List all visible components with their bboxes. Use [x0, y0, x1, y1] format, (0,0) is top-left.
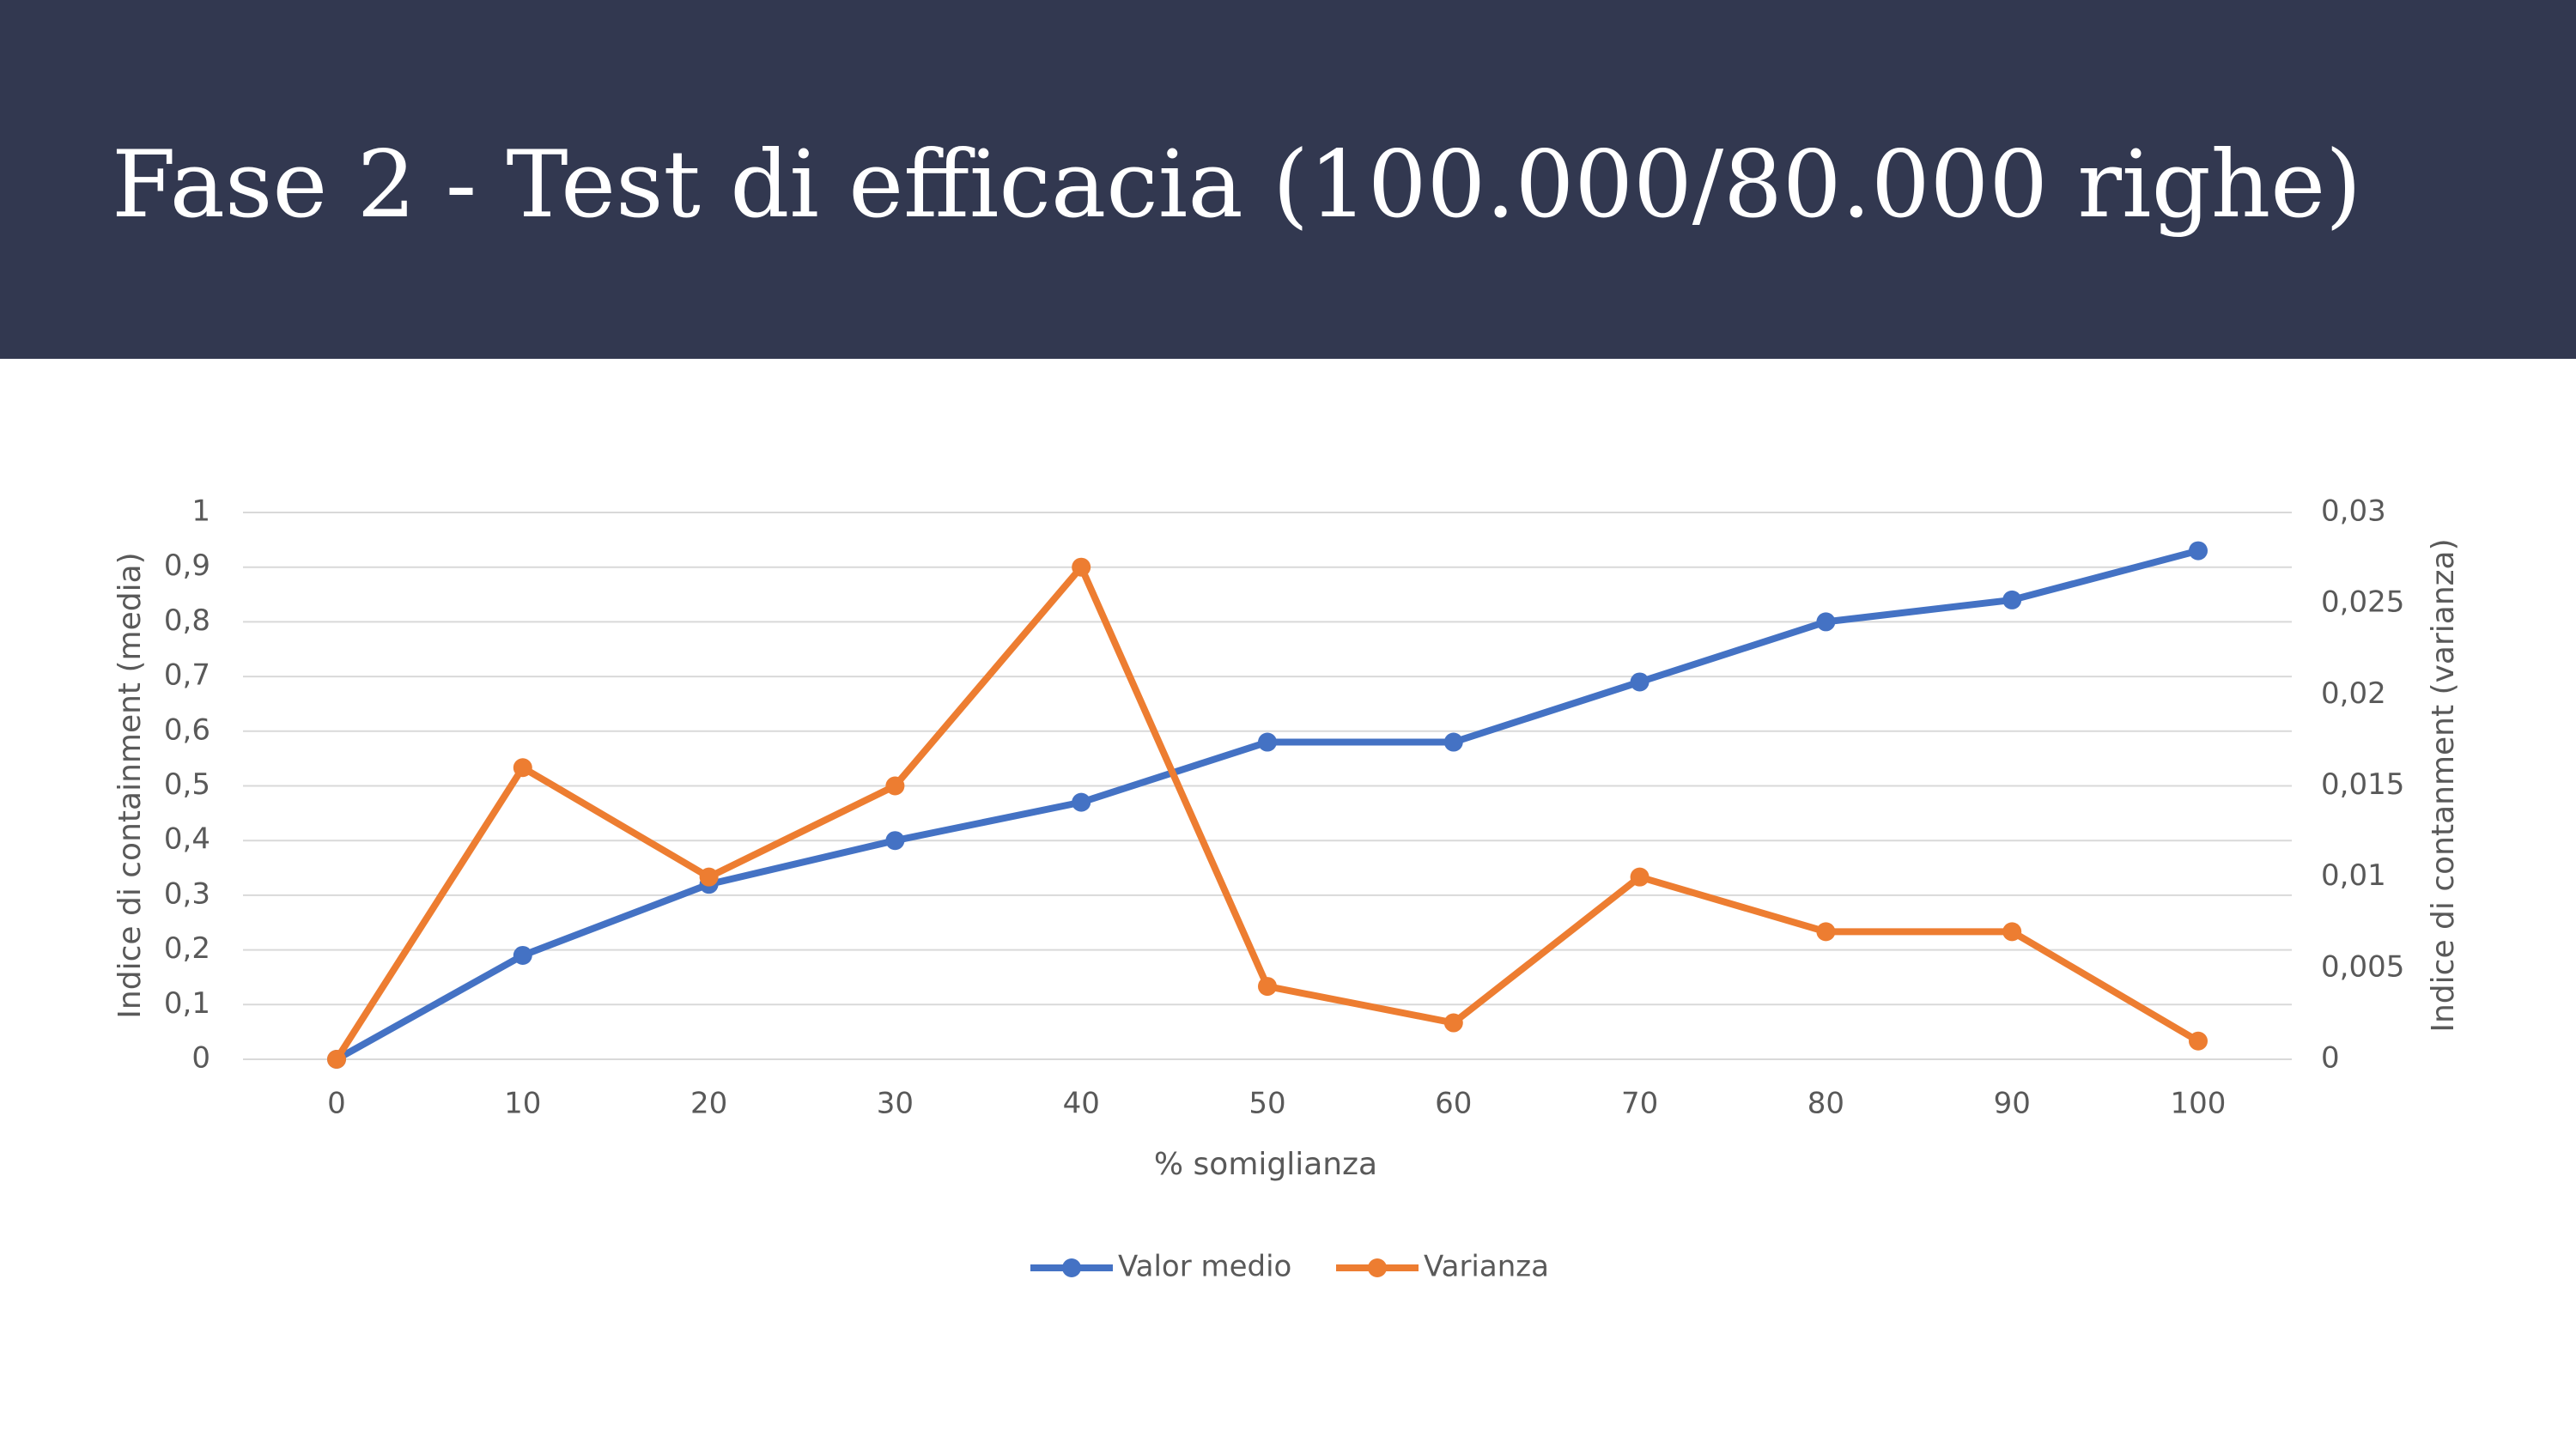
slide-title: Fase 2 - Test di efficacia (100.000/80.0…	[112, 131, 2361, 239]
data-point	[513, 945, 532, 965]
y2-tick-label: 0	[2321, 1041, 2340, 1076]
data-point	[1443, 732, 1463, 752]
y-tick-label: 0,6	[164, 712, 210, 747]
data-point	[1258, 977, 1277, 997]
y-tick-label: 0,9	[164, 549, 210, 583]
data-point	[1072, 792, 1091, 812]
data-point	[1443, 1013, 1463, 1033]
legend-marker	[1368, 1258, 1387, 1277]
x-tick-label: 90	[1994, 1087, 2031, 1121]
data-point	[699, 867, 719, 887]
header-band	[0, 0, 2576, 359]
data-point	[2189, 541, 2208, 561]
data-point	[1630, 672, 1649, 692]
y-tick-label: 0,8	[164, 603, 210, 638]
data-point	[2002, 922, 2022, 942]
y2-tick-label: 0,01	[2321, 858, 2386, 893]
x-tick-label: 20	[690, 1087, 727, 1121]
legend-label: Varianza	[1424, 1250, 1549, 1284]
y-tick-label: 0,1	[164, 986, 210, 1021]
y2-tick-label: 0,005	[2321, 949, 2404, 984]
y2-tick-label: 0,02	[2321, 676, 2386, 711]
x-tick-label: 80	[1807, 1087, 1844, 1121]
data-point	[327, 1050, 346, 1069]
x-tick-label: 30	[877, 1087, 914, 1121]
data-point	[513, 758, 532, 778]
x-tick-label: 40	[1063, 1087, 1100, 1121]
data-point	[885, 831, 905, 851]
y-tick-label: 1	[191, 494, 210, 529]
y2-tick-label: 0,015	[2321, 767, 2404, 802]
x-tick-label: 0	[327, 1087, 346, 1121]
x-tick-label: 60	[1435, 1087, 1472, 1121]
x-tick-label: 100	[2171, 1087, 2227, 1121]
x-tick-label: 50	[1249, 1087, 1285, 1121]
y-tick-label: 0,2	[164, 931, 210, 966]
x-axis-title: % somiglianza	[1154, 1147, 1377, 1182]
y-tick-label: 0,4	[164, 822, 210, 857]
data-point	[2002, 590, 2022, 609]
y-tick-label: 0,5	[164, 767, 210, 802]
data-point	[1816, 922, 1836, 942]
y-axis-title: Indice di containment (media)	[112, 552, 148, 1018]
data-point	[1258, 732, 1277, 752]
legend-label: Valor medio	[1118, 1250, 1291, 1284]
data-point	[1816, 612, 1836, 632]
y2-tick-label: 0,025	[2321, 585, 2404, 620]
x-tick-label: 10	[504, 1087, 541, 1121]
data-point	[2189, 1031, 2208, 1051]
legend-marker	[1062, 1258, 1081, 1277]
data-point	[1630, 867, 1649, 887]
y-tick-label: 0	[191, 1041, 210, 1076]
x-tick-label: 70	[1621, 1087, 1658, 1121]
y2-tick-label: 0,03	[2321, 494, 2386, 529]
data-point	[885, 776, 905, 796]
y2-axis-title: Indice di contanment (varianza)	[2426, 538, 2461, 1032]
y-tick-label: 0,3	[164, 876, 210, 911]
y-tick-label: 0,7	[164, 658, 210, 693]
data-point	[1072, 557, 1091, 577]
